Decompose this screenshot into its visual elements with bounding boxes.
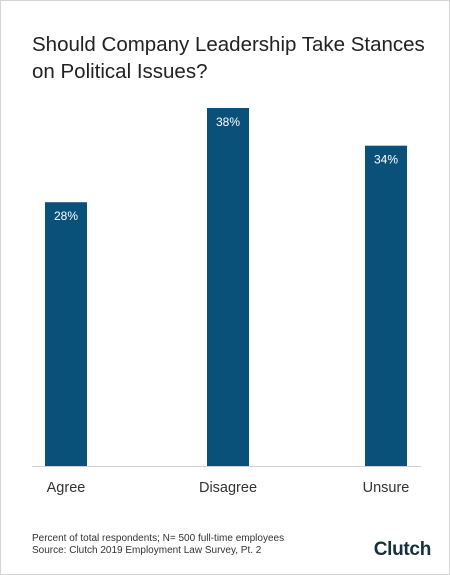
category-label-unsure: Unsure	[363, 480, 410, 496]
footnote: Percent of total respondents; N= 500 ful…	[32, 533, 284, 557]
category-label-disagree: Disagree	[199, 480, 257, 496]
clutch-logo: Clutch	[373, 539, 432, 561]
footnote-respondents: Percent of total respondents; N= 500 ful…	[32, 533, 285, 544]
value-label-unsure: 34%	[374, 153, 398, 167]
value-label-disagree: 38%	[216, 115, 240, 129]
bar-disagree	[207, 108, 249, 466]
bar-unsure	[365, 145, 407, 466]
bar-agree	[45, 202, 87, 467]
chart-title: Should Company Leadership Take Stances o…	[32, 33, 425, 83]
category-label-agree: Agree	[47, 480, 86, 496]
value-label-agree: 28%	[54, 209, 78, 223]
clutch-logo-text: Clutch	[373, 539, 432, 560]
footnote-source: Source: Clutch 2019 Employment Law Surve…	[32, 545, 262, 556]
